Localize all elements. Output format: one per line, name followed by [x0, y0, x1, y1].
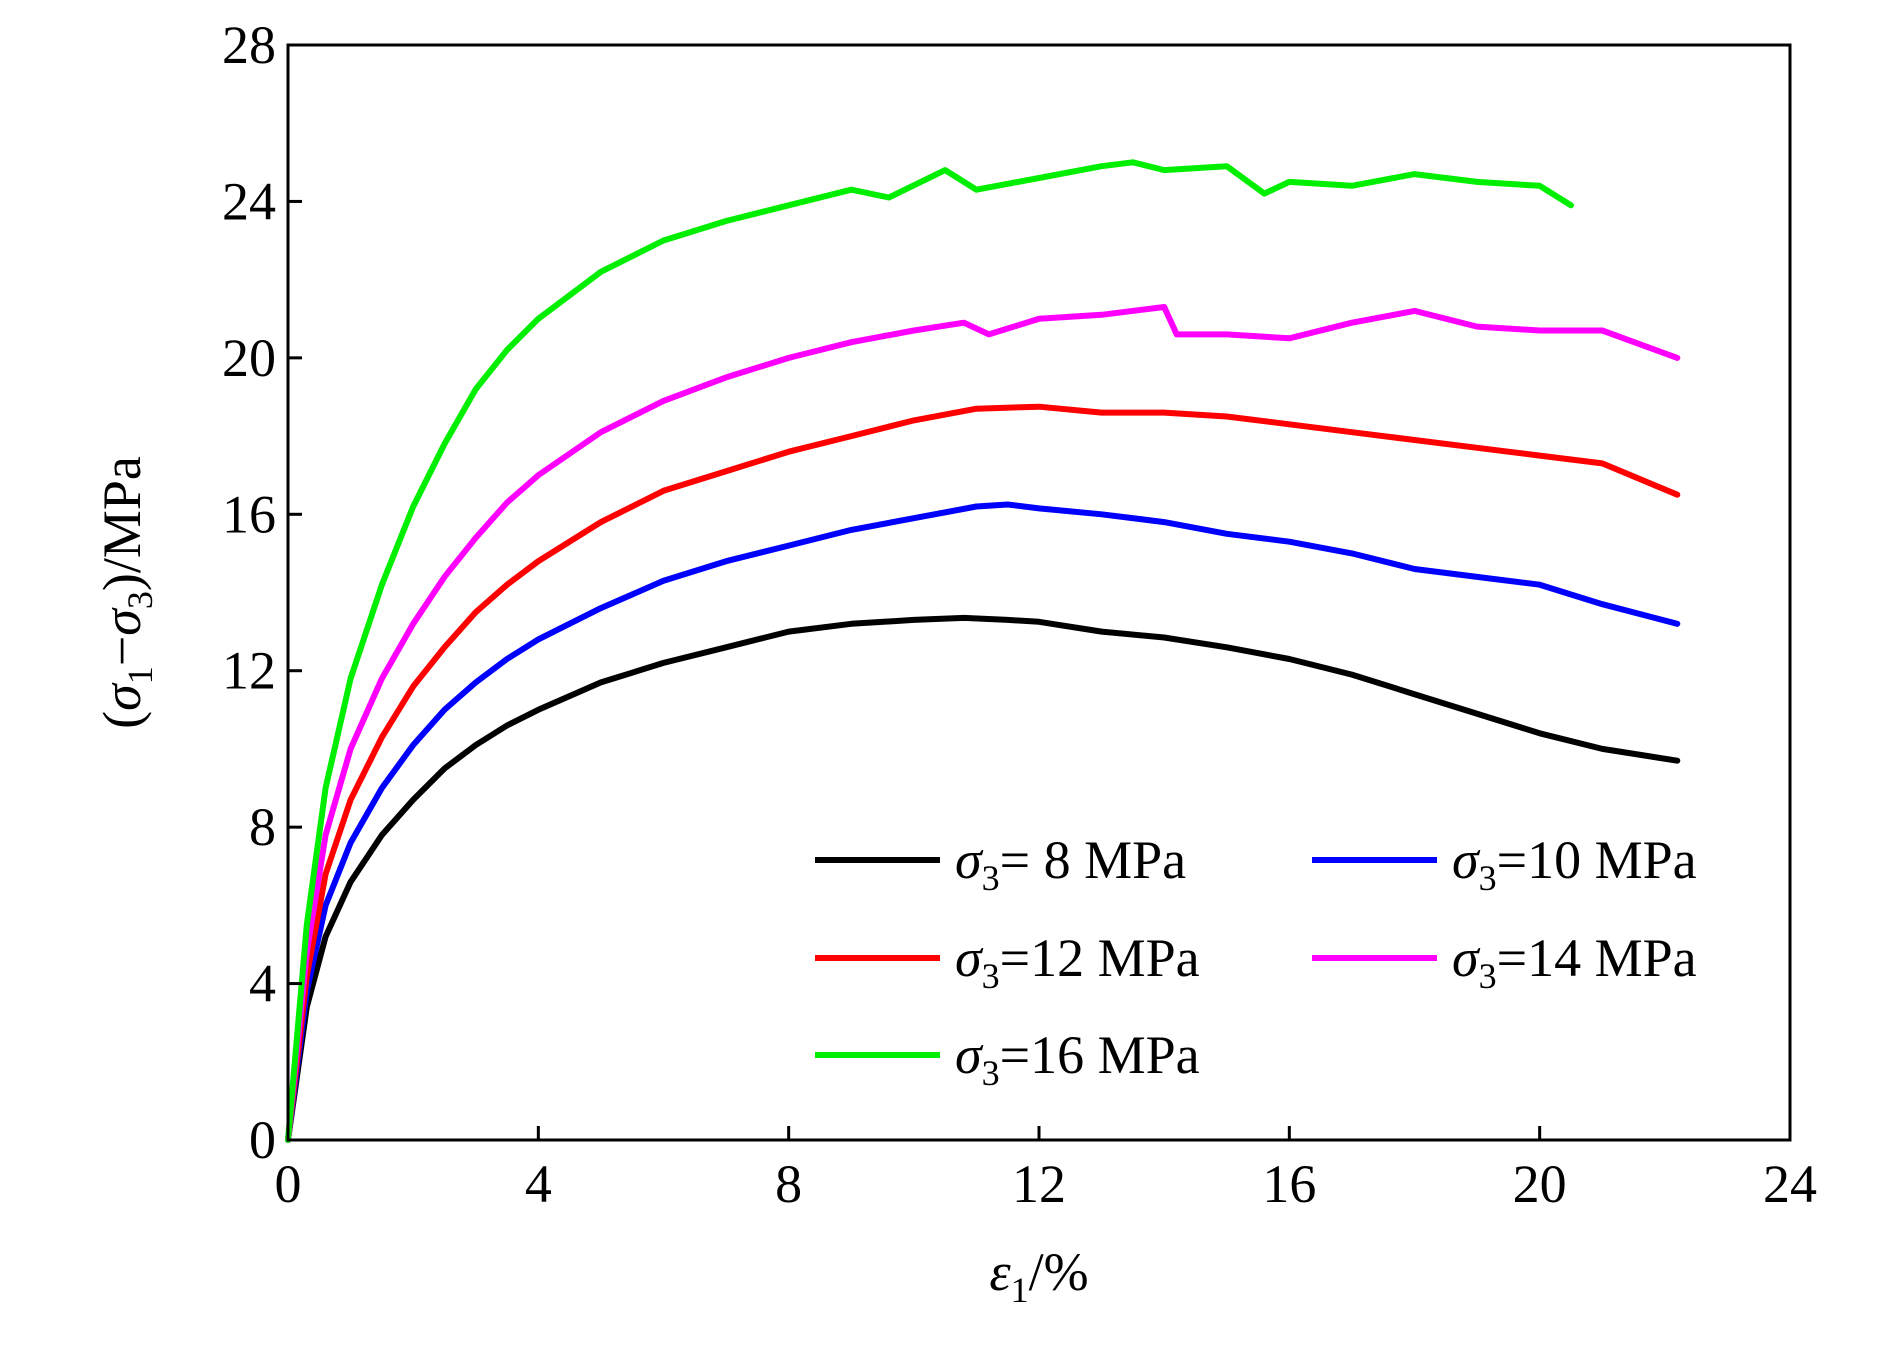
tick-layer: 0 4 8 12 16 20 24 0 4 8 12 16 20 24 28: [222, 15, 1817, 1214]
legend-label: σ3=10 MPa: [1452, 830, 1697, 898]
y-axis-title-open: (: [92, 711, 152, 729]
y-axis-title-sub3: 3: [120, 591, 160, 609]
legend-label: σ3=12 MPa: [955, 928, 1200, 996]
y-tick-label: 16: [222, 484, 276, 544]
x-tick-label: 0: [275, 1154, 302, 1214]
y-tick-label: 28: [222, 15, 276, 75]
y-axis-title-sigma1: σ: [92, 682, 152, 711]
series-line-4: [285, 159, 1574, 1143]
legend-item: σ3=16 MPa: [815, 1025, 1200, 1093]
legend-label: σ3= 8 MPa: [955, 830, 1186, 898]
series-line-3: [285, 304, 1681, 1143]
series-line-0: [285, 614, 1681, 1143]
y-tick-label: 24: [222, 171, 276, 231]
legend-item: σ3=12 MPa: [815, 928, 1200, 996]
legend-item: σ3=10 MPa: [1312, 830, 1697, 898]
y-tick-label: 12: [222, 641, 276, 701]
y-tick-label: 20: [222, 328, 276, 388]
legend: σ3= 8 MPa σ3=10 MPa σ3=12 MPa σ3=14 MPa σ3=1…: [815, 830, 1697, 1093]
x-tick-label: 12: [1012, 1154, 1066, 1214]
y-tick-label: 8: [249, 797, 276, 857]
series-line-1: [285, 501, 1681, 1143]
x-tick-label: 16: [1262, 1154, 1316, 1214]
x-axis-title-unit: /%: [1029, 1242, 1089, 1302]
y-axis-title-minus: −: [92, 636, 152, 666]
x-tick-label: 24: [1763, 1154, 1817, 1214]
legend-label: σ3=16 MPa: [955, 1025, 1200, 1093]
x-axis-title-subscript: 1: [1011, 1270, 1029, 1310]
legend-label: σ3=14 MPa: [1452, 928, 1697, 996]
y-axis-title-unit: )/MPa: [92, 456, 152, 591]
y-axis-title: (σ1−σ3)/MPa: [92, 456, 160, 729]
y-axis-title-sigma3: σ: [92, 607, 152, 636]
x-tick-label: 8: [775, 1154, 802, 1214]
y-tick-label: 0: [249, 1110, 276, 1170]
legend-item: σ3=14 MPa: [1312, 928, 1697, 996]
series-layer: [285, 159, 1681, 1143]
x-axis-title: ε1/%: [989, 1242, 1088, 1310]
x-axis-title-symbol: ε: [989, 1242, 1011, 1302]
y-axis-title-sub1: 1: [120, 666, 160, 684]
x-tick-label: 4: [525, 1154, 552, 1214]
x-tick-label: 20: [1513, 1154, 1567, 1214]
y-tick-label: 4: [249, 954, 276, 1014]
series-line-2: [285, 403, 1681, 1143]
legend-item: σ3= 8 MPa: [815, 830, 1186, 898]
